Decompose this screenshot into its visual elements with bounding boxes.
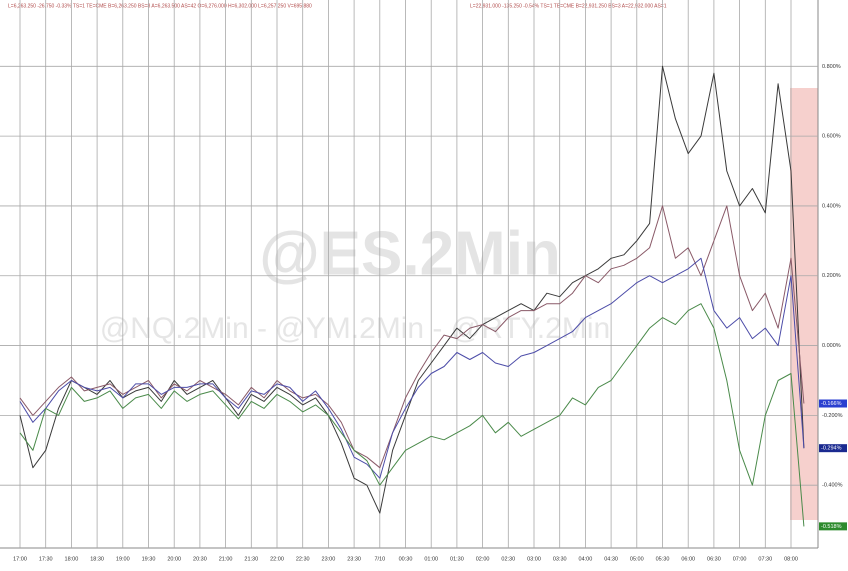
header-text: L=6,263.250 -26.750 -0.33% TS=1 TE=CME B… [8, 3, 312, 9]
x-tick-label: 22:30 [296, 556, 310, 562]
x-tick-label: 21:00 [219, 556, 233, 562]
x-tick-label: 03:00 [527, 556, 541, 562]
x-tick-label: 20:00 [167, 556, 181, 562]
end-label: -0.166% [821, 401, 842, 407]
x-tick-label: 06:00 [681, 556, 695, 562]
x-tick-label: 19:00 [116, 556, 130, 562]
y-tick-label: -0.200% [822, 413, 843, 419]
x-tick-label: 05:30 [656, 556, 670, 562]
end-label: -0.518% [821, 524, 842, 530]
end-label-box [819, 399, 847, 408]
x-tick-label: 00:30 [399, 556, 413, 562]
y-tick-label: 0.400% [822, 203, 841, 209]
x-tick-label: 18:00 [65, 556, 79, 562]
y-tick-label: 0.600% [822, 134, 841, 140]
x-tick-label: 07:30 [758, 556, 772, 562]
x-tick-label: 04:30 [604, 556, 618, 562]
x-tick-label: 04:00 [579, 556, 593, 562]
x-tick-label: 05:00 [630, 556, 644, 562]
x-tick-label: 07:00 [733, 556, 747, 562]
x-tick-label: 01:30 [450, 556, 464, 562]
x-tick-label: 7/10 [374, 556, 385, 562]
x-tick-label: 20:30 [193, 556, 207, 562]
x-tick-label: 06:30 [707, 556, 721, 562]
series-line [19, 303, 805, 527]
x-tick-label: 02:30 [501, 556, 515, 562]
y-tick-label: 0.000% [822, 343, 841, 349]
x-tick-label: 19:30 [142, 556, 156, 562]
x-tick-label: 22:00 [270, 556, 284, 562]
series-line [19, 257, 805, 479]
watermark-sub: @NQ.2Min - @YM.2Min - @RTY.2Min [100, 312, 610, 345]
x-tick-label: 17:30 [39, 556, 53, 562]
series-line [19, 205, 805, 469]
x-tick-label: 23:30 [347, 556, 361, 562]
end-label: -0.294% [821, 446, 842, 452]
x-tick-label: 18:30 [90, 556, 104, 562]
end-label-box [819, 522, 847, 531]
highlight-zone [790, 88, 818, 520]
header-text: L=22,931.000 -135.250 -0.54% TS=1 TE=CME… [470, 3, 667, 9]
y-tick-label: 0.800% [822, 64, 841, 70]
x-tick-label: 01:00 [424, 556, 438, 562]
x-tick-label: 08:00 [784, 556, 798, 562]
x-tick-label: 23:00 [322, 556, 336, 562]
watermark: @ES.2Min [259, 219, 561, 288]
y-tick-label: -0.400% [822, 483, 843, 489]
x-tick-label: 21:30 [244, 556, 258, 562]
x-tick-label: 03:30 [553, 556, 567, 562]
x-tick-label: 17:00 [13, 556, 27, 562]
y-tick-label: 0.200% [822, 273, 841, 279]
x-tick-label: 02:00 [476, 556, 490, 562]
end-label-box [819, 444, 847, 453]
